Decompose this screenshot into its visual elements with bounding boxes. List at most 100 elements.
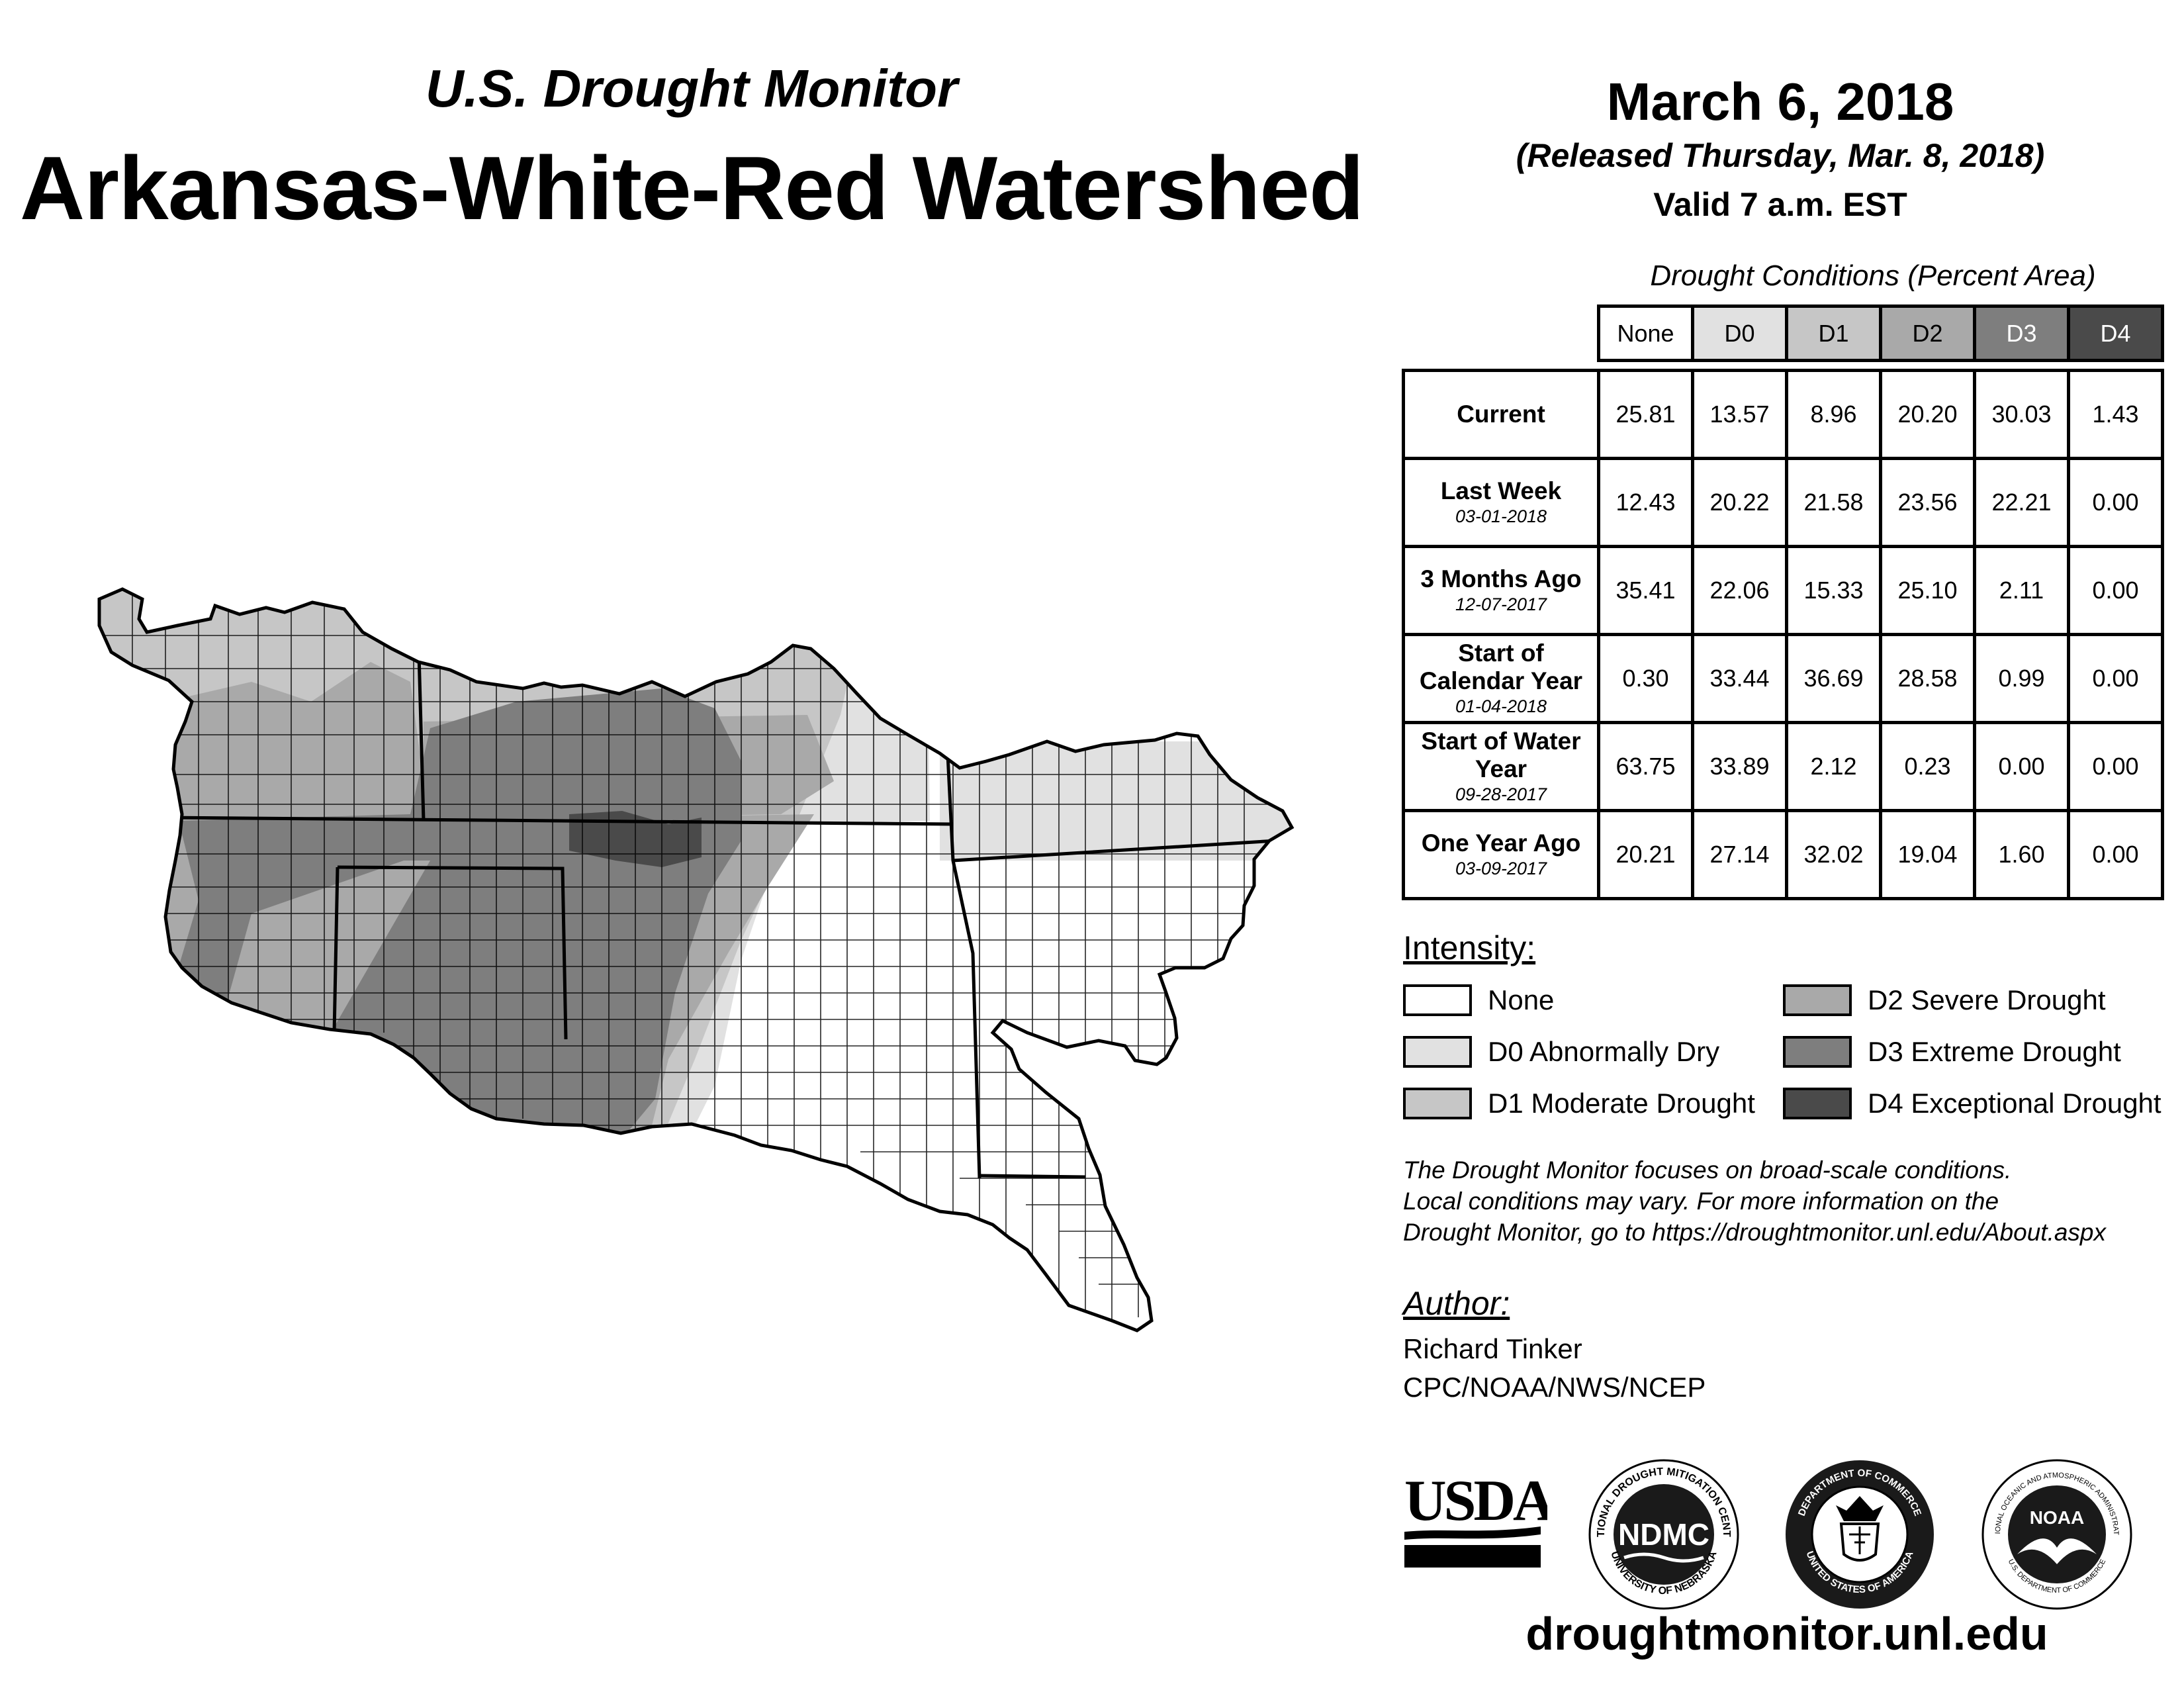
legend-item-none: None [1403,981,1554,1019]
cell-none: 12.43 [1597,457,1694,548]
ndmc-logo-text: NDMC [1618,1517,1709,1552]
row-date: 01-04-2018 [1455,696,1547,716]
website-link[interactable]: droughtmonitor.unl.edu [1525,1608,2048,1660]
drought-conditions-table: None D0 D1 D2 D3 D4 Current 25.81 13.57 … [1402,305,2164,900]
cell-d1: 15.33 [1785,545,1882,636]
header-blank [1404,306,1599,361]
legend-label: D2 Severe Drought [1868,984,2106,1015]
cell-d0: 33.44 [1691,633,1788,724]
legend-label: D0 Abnormally Dry [1488,1036,1720,1067]
cell-d0: 27.14 [1691,809,1788,900]
table-row: 3 Months Ago 12-07-2017 35.41 22.06 15.33… [1402,545,2164,636]
row-label-text: Current [1457,400,1545,428]
cell-d1: 21.58 [1785,457,1882,548]
cell-d3: 2.11 [1973,545,2070,636]
table-row: Last Week 03-01-2018 12.43 20.22 21.58 23… [1402,457,2164,548]
col-d1: D1 [1785,305,1882,362]
legend-item-d3: D3 Extreme Drought [1783,1033,2121,1071]
valid-time: Valid 7 a.m. EST [1653,186,1907,223]
table-row: Current 25.81 13.57 8.96 20.20 30.03 1.4… [1402,369,2164,460]
cell-d2: 28.58 [1879,633,1976,724]
row-label-text: Start of Water Year [1421,727,1581,782]
legend-swatch [1403,1088,1472,1119]
table-header-row: None D0 D1 D2 D3 D4 [1404,305,2164,362]
legend-swatch [1403,1036,1472,1068]
legend-item-d4: D4 Exceptional Drought [1783,1084,2161,1123]
cell-d0: 22.06 [1691,545,1788,636]
ndmc-logo: NATIONAL DROUGHT MITIGATION CENTER UNIVE… [1584,1455,1739,1610]
row-date: 12-07-2017 [1455,594,1547,614]
table-caption: Drought Conditions (Percent Area) [1650,259,2096,292]
legend-item-d2: D2 Severe Drought [1783,981,2106,1019]
cell-d1: 2.12 [1785,721,1882,812]
cell-d3: 22.21 [1973,457,2070,548]
row-label: Current [1402,369,1600,460]
author-name: Richard Tinker [1403,1333,1582,1364]
row-date: 03-01-2018 [1455,506,1547,526]
legend-label: D3 Extreme Drought [1868,1036,2121,1067]
cell-d3: 30.03 [1973,369,2070,460]
row-label-text: Last Week [1440,477,1562,504]
cell-d2: 20.20 [1879,369,1976,460]
note-line: The Drought Monitor focuses on broad-sca… [1403,1156,2012,1184]
col-d2: D2 [1879,305,1976,362]
col-d0: D0 [1691,305,1788,362]
cell-d4: 0.00 [2067,633,2164,724]
row-label-text: 3 Months Ago [1420,565,1582,592]
row-date: 03-09-2017 [1455,859,1547,878]
cell-d4: 0.00 [2067,545,2164,636]
legend-label: None [1488,984,1555,1015]
legend-label: D4 Exceptional Drought [1868,1088,2161,1119]
legend-swatch [1783,1088,1852,1119]
legend-swatch [1783,1036,1852,1068]
note-line: Local conditions may vary. For more info… [1403,1188,1999,1215]
legend-swatch [1783,984,1852,1016]
cell-none: 0.30 [1597,633,1694,724]
legend-label: D1 Moderate Drought [1488,1088,1755,1119]
cell-d3: 0.99 [1973,633,2070,724]
note-line: Drought Monitor, go to https://droughtmo… [1403,1219,2106,1246]
cell-d1: 36.69 [1785,633,1882,724]
cell-d0: 13.57 [1691,369,1788,460]
release-date: (Released Thursday, Mar. 8, 2018) [1516,137,2045,174]
cell-d3: 0.00 [1973,721,2070,812]
cell-none: 63.75 [1597,721,1694,812]
map-title: Arkansas-White-Red Watershed [19,138,1364,238]
noaa-logo: NATIONAL OCEANIC AND ATMOSPHERIC ADMINIS… [1978,1455,2132,1610]
cell-d2: 23.56 [1879,457,1976,548]
noaa-logo-text: NOAA [2030,1507,2084,1528]
cell-none: 25.81 [1597,369,1694,460]
cell-d2: 0.23 [1879,721,1976,812]
cell-d2: 25.10 [1879,545,1976,636]
usda-swoosh [1404,1526,1541,1540]
disclaimer-note: The Drought Monitor focuses on broad-sca… [1403,1154,2171,1248]
watershed-map [97,587,1295,1333]
map-date: March 6, 2018 [1606,72,1954,131]
legend-item-d0: D0 Abnormally Dry [1403,1033,1719,1071]
legend-swatch [1403,984,1472,1016]
row-label: One Year Ago 03-09-2017 [1402,809,1600,900]
col-d3: D3 [1973,305,2070,362]
cell-d4: 0.00 [2067,457,2164,548]
usda-bar [1404,1545,1541,1568]
author-org: CPC/NOAA/NWS/NCEP [1403,1372,1706,1403]
cell-d2: 19.04 [1879,809,1976,900]
row-label: 3 Months Ago 12-07-2017 [1402,545,1600,636]
row-label: Start of Calendar Year 01-04-2018 [1402,633,1600,724]
map-subtitle: U.S. Drought Monitor [425,59,958,118]
row-label-text: One Year Ago [1421,829,1581,857]
eagle-icon [1836,1496,1884,1521]
col-d4: D4 [2067,305,2164,362]
cell-d0: 20.22 [1691,457,1788,548]
cell-d4: 0.00 [2067,809,2164,900]
row-label: Last Week 03-01-2018 [1402,457,1600,548]
cell-d4: 1.43 [2067,369,2164,460]
cell-d1: 32.02 [1785,809,1882,900]
author-heading: Author: [1403,1285,1510,1322]
cell-none: 20.21 [1597,809,1694,900]
table-row: One Year Ago 03-09-2017 20.21 27.14 32.02… [1402,809,2164,900]
cell-none: 35.41 [1597,545,1694,636]
usda-logo-text: USDA [1404,1469,1547,1533]
cell-d4: 0.00 [2067,721,2164,812]
row-label: Start of Water Year 09-28-2017 [1402,721,1600,812]
